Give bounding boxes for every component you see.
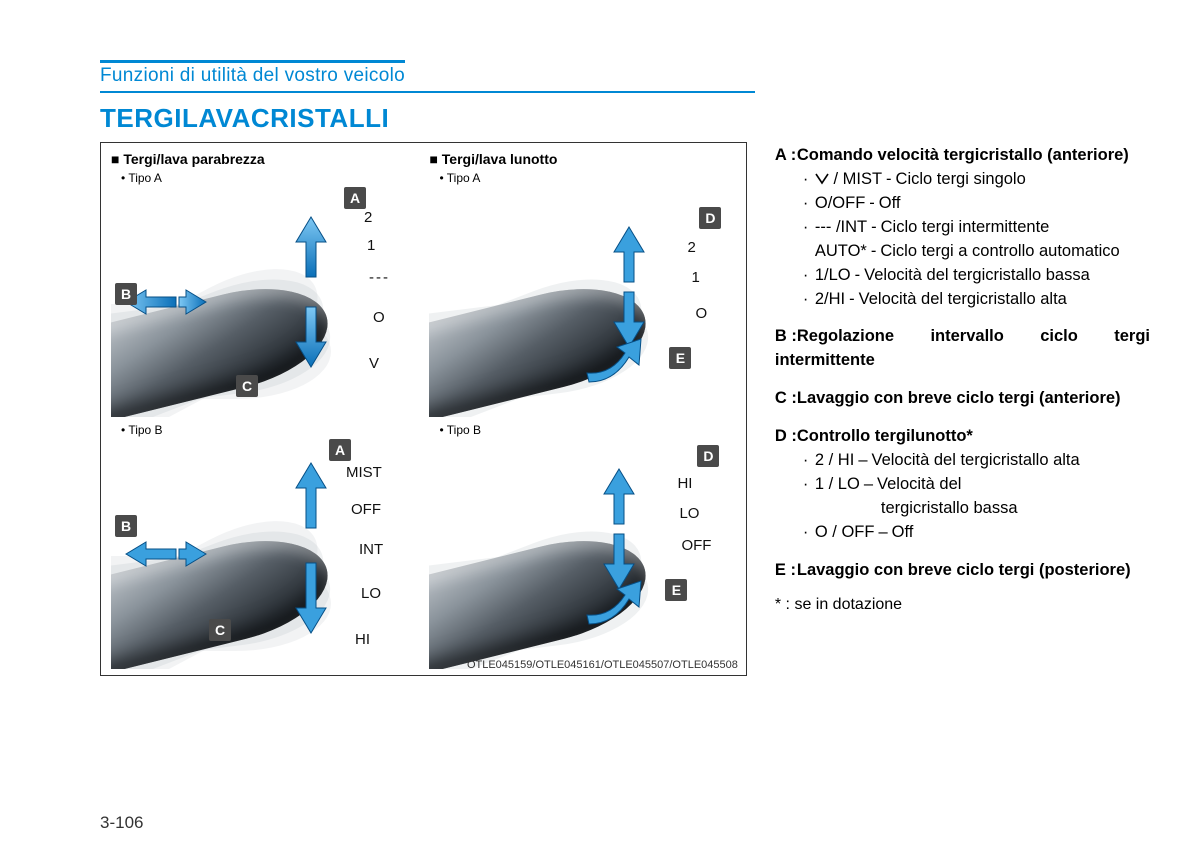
label: OFF	[681, 537, 711, 554]
arrow-updown-icon	[271, 453, 351, 643]
definition-item-cont: tergicristallo bassa	[881, 497, 1150, 521]
definition-item: · / MIST - Ciclo tergi singolo	[803, 168, 1150, 192]
footnote: * : se in dotazione	[775, 593, 1150, 616]
definition-item: ·1/LO - Velocità del tergicristallo bass…	[803, 264, 1150, 288]
def-a-items: · / MIST - Ciclo tergi singolo·O/OFF - O…	[775, 168, 1150, 312]
definition-item: ·--- /INT - Ciclo tergi intermittente	[803, 216, 1150, 240]
figure-front-type-a: ■ Tergi/lava parabrezza • Tipo A	[111, 151, 417, 417]
tag-c2: C	[209, 619, 231, 641]
arrow-updown-icon	[589, 217, 669, 357]
figure-front-head: Tergi/lava parabrezza	[123, 151, 264, 167]
tag-d: D	[699, 207, 721, 229]
tag-d2: D	[697, 445, 719, 467]
tag-a2: A	[329, 439, 351, 461]
arrow-leftright-icon	[121, 534, 211, 574]
figure-caption: OTLE045159/OTLE045161/OTLE045507/OTLE045…	[467, 659, 738, 671]
definition-item: ·1 / LO – Velocità del	[803, 473, 1150, 497]
figure-type-b: Tipo B	[128, 423, 162, 437]
tag-a: A	[344, 187, 366, 209]
label: OFF	[351, 501, 381, 518]
content-row: ■ Tergi/lava parabrezza • Tipo A	[100, 142, 1150, 676]
diagram-rear-a: D E 2 1 O	[429, 187, 735, 417]
label: O	[695, 305, 707, 322]
definition-item: AUTO* - Ciclo tergi a controllo automati…	[803, 240, 1150, 264]
arrow-curve-icon	[579, 337, 659, 397]
chapter-title: Funzioni di utilità del vostro veicolo	[100, 60, 405, 87]
figure-front-type-b: • Tipo B A B	[111, 421, 417, 669]
figure-rear-head: Tergi/lava lunotto	[442, 151, 558, 167]
diagram-front-b: A B C MIST OFF INT LO HI	[111, 439, 417, 669]
def-a-head: A :Comando velocità tergicristallo (ante…	[775, 144, 1150, 168]
label: V	[369, 355, 379, 372]
figure-box: ■ Tergi/lava parabrezza • Tipo A	[100, 142, 747, 676]
definition-item: ·O/OFF - Off	[803, 192, 1150, 216]
tag-e2: E	[665, 579, 687, 601]
def-b: B :Regolazione intervallo ciclo tergi in…	[775, 325, 1150, 373]
def-c: C :Lavaggio con breve ciclo tergi (anter…	[775, 387, 1150, 411]
chapter-header: Funzioni di utilità del vostro veicolo	[100, 60, 755, 93]
label: O	[373, 309, 385, 326]
arrow-updown-icon	[579, 459, 659, 599]
definition-item: ·O / OFF – Off	[803, 521, 1150, 545]
definition-item: ·2/HI - Velocità del tergicristallo alta	[803, 288, 1150, 312]
label: 1	[367, 237, 375, 254]
figure-type-a2: Tipo A	[447, 171, 481, 185]
label: LO	[679, 505, 699, 522]
label: HI	[677, 475, 692, 492]
arrow-curve-icon	[579, 579, 659, 639]
page-number: 3-106	[100, 813, 143, 833]
label: HI	[355, 631, 370, 648]
label: 2	[687, 239, 695, 256]
def-e: E :Lavaggio con breve ciclo tergi (poste…	[775, 559, 1150, 583]
figure-type-b2: Tipo B	[447, 423, 481, 437]
section-title: TERGILAVACRISTALLI	[100, 103, 1150, 134]
definition-item: ·2 / HI – Velocità del tergicristallo al…	[803, 449, 1150, 473]
label: INT	[359, 541, 383, 558]
arrow-updown-icon	[271, 207, 351, 377]
label: MIST	[346, 464, 382, 481]
figure-rear-type-b: • Tipo B D E HI LO OFF	[429, 421, 735, 669]
label: ---	[369, 269, 390, 286]
label: 1	[691, 269, 699, 286]
tag-c: C	[236, 375, 258, 397]
figure-rear-type-a: ■ Tergi/lava lunotto • Tipo A D E 2	[429, 151, 735, 417]
definitions-column: A :Comando velocità tergicristallo (ante…	[775, 142, 1150, 676]
tag-b: B	[115, 283, 137, 305]
label: 2	[364, 209, 372, 226]
def-d-head: D :Controllo tergilunotto*	[775, 425, 1150, 449]
def-d-items: ·2 / HI – Velocità del tergicristallo al…	[775, 449, 1150, 545]
tag-b2: B	[115, 515, 137, 537]
diagram-front-a: A B C 2 1 --- O V	[111, 187, 417, 417]
label: LO	[361, 585, 381, 602]
figure-type-a: Tipo A	[128, 171, 162, 185]
tag-e: E	[669, 347, 691, 369]
diagram-rear-b: D E HI LO OFF	[429, 439, 735, 669]
